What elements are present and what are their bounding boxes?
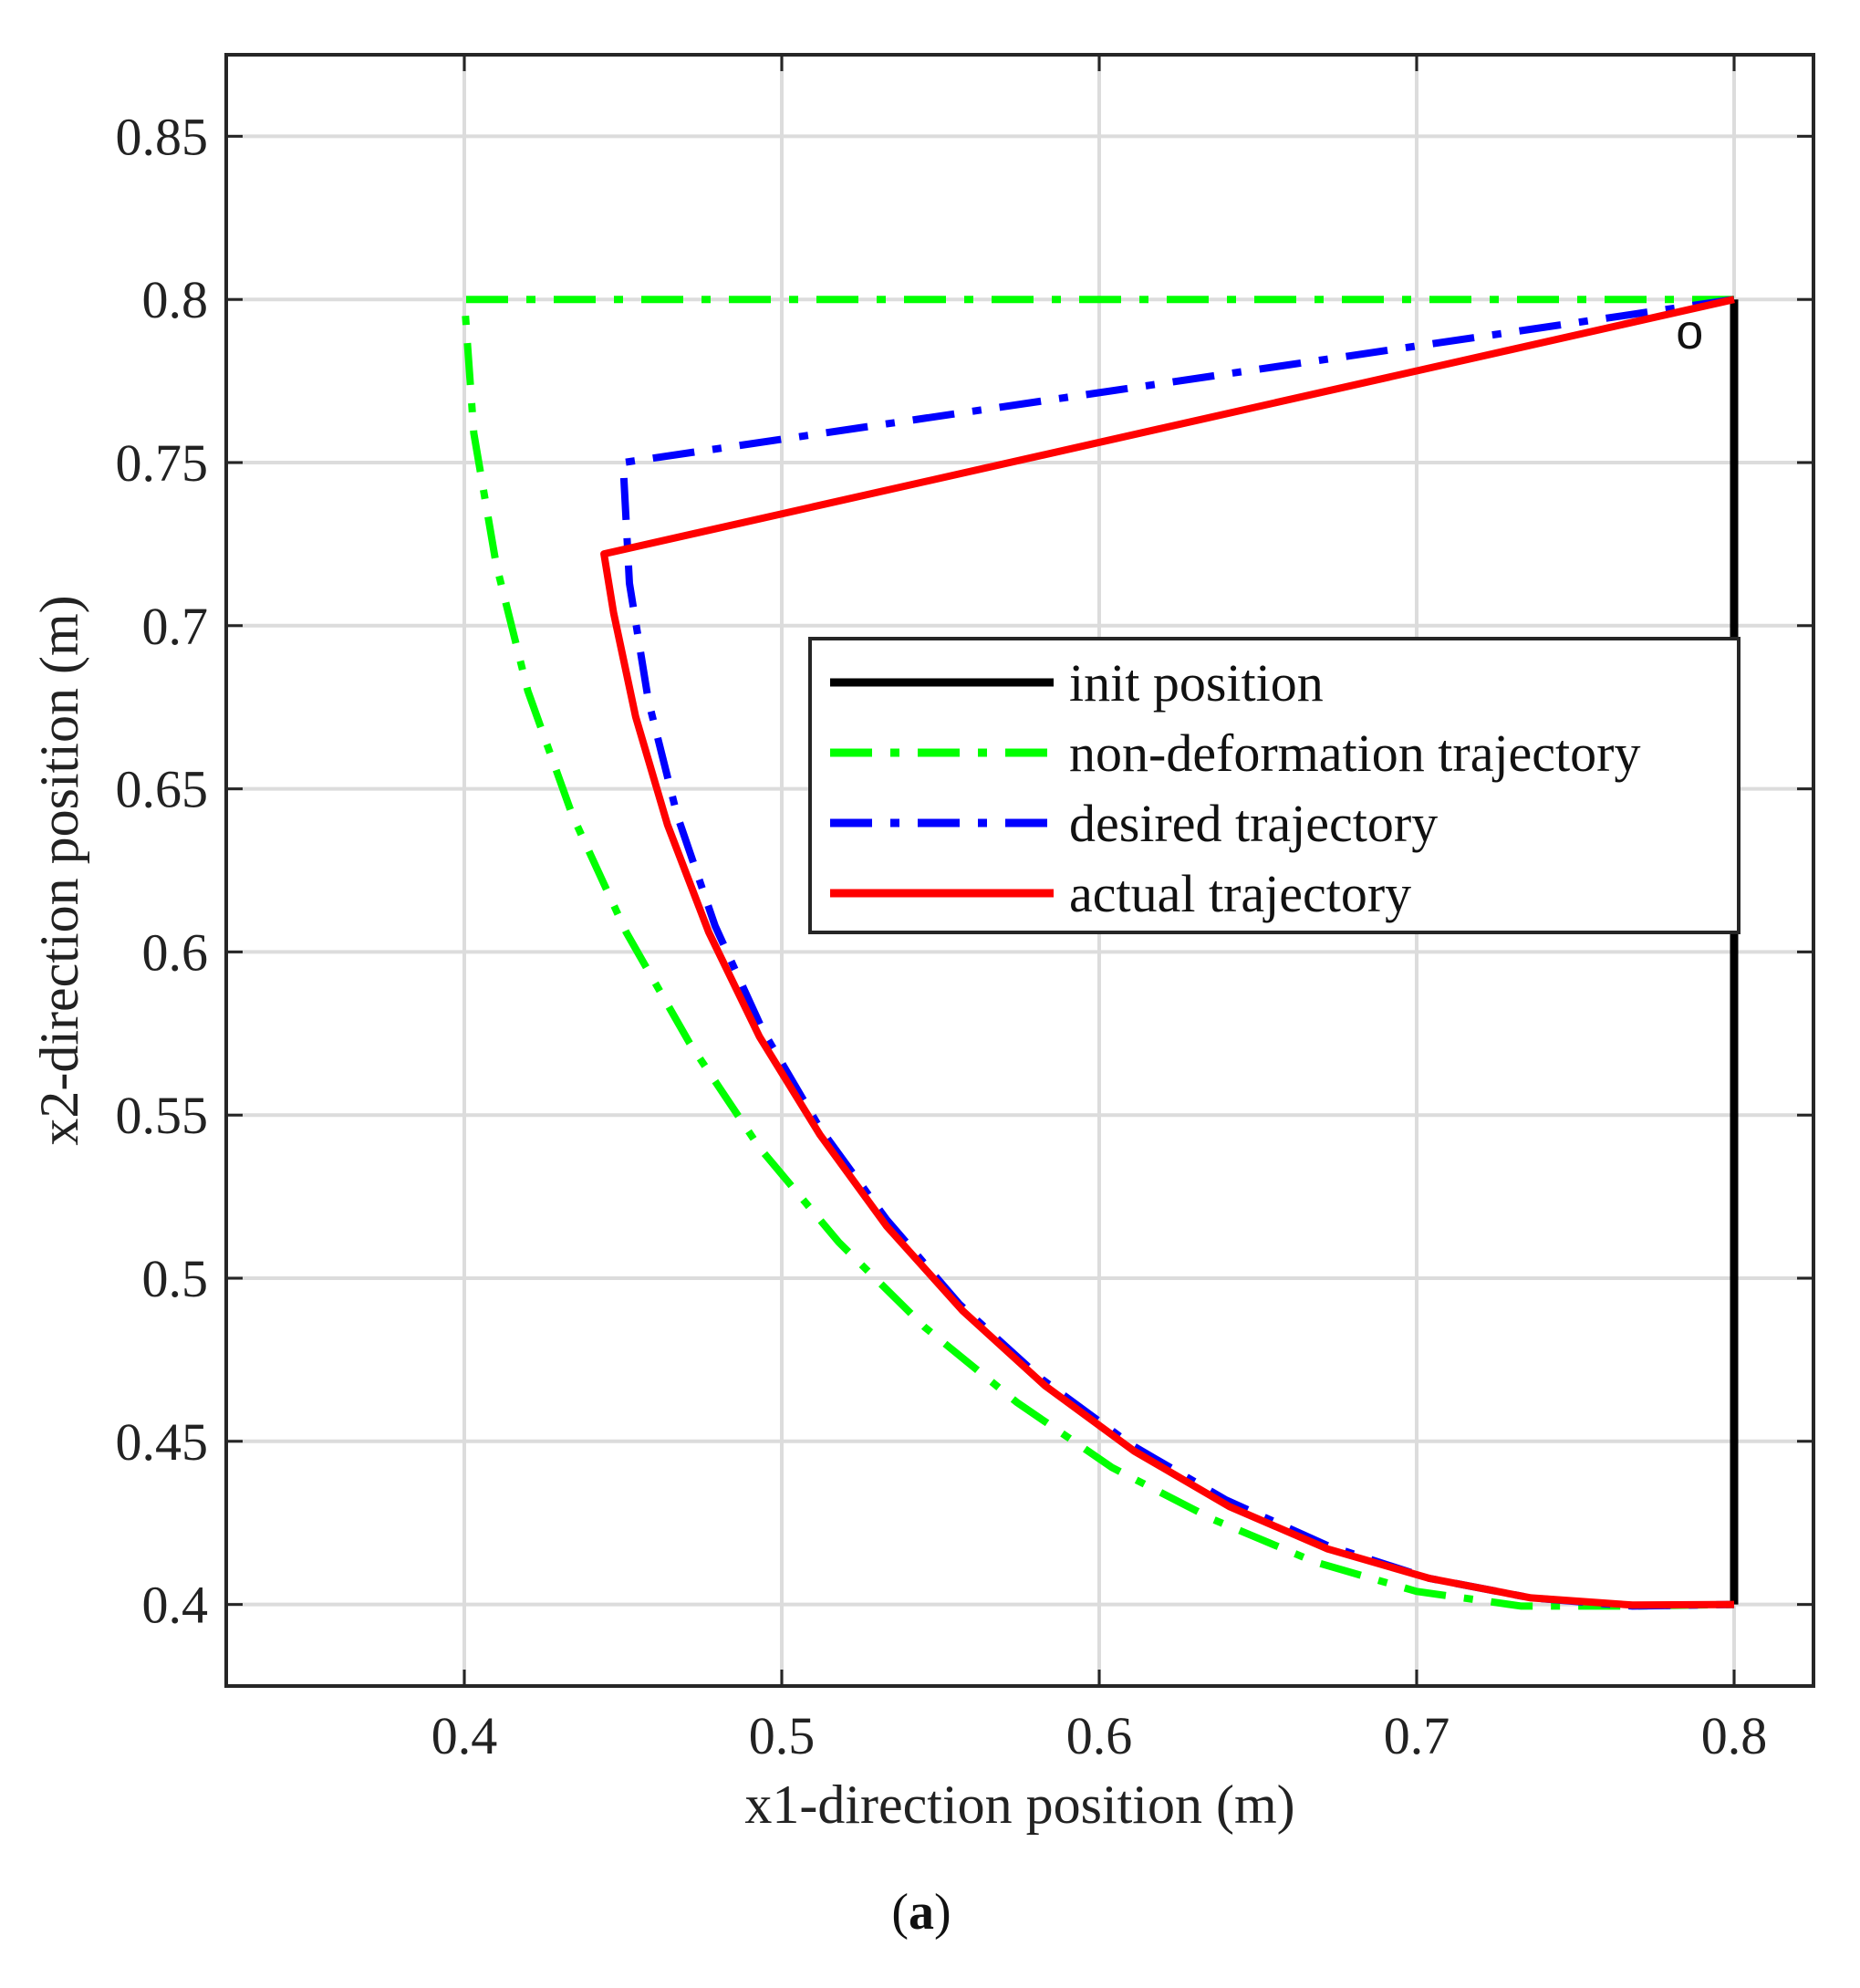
y-tick-label: 0.45 bbox=[116, 1412, 209, 1472]
legend-label: desired trajectory bbox=[1069, 794, 1438, 853]
y-tick-label: 0.85 bbox=[116, 107, 209, 166]
x-axis-label: x1-direction position (m) bbox=[744, 1775, 1294, 1835]
x-tick-label: 0.8 bbox=[1701, 1706, 1768, 1765]
y-tick-label: 0.4 bbox=[142, 1576, 209, 1635]
y-tick-label: 0.6 bbox=[142, 922, 209, 982]
x-tick-label: 0.6 bbox=[1066, 1706, 1133, 1765]
axis-ticks: 0.4 0.5 0.6 0.7 0.8 0.4 0.45 0.5 0.55 0.6 0.65 0.7 0… bbox=[116, 55, 1813, 1765]
x-tick-label: 0.4 bbox=[431, 1706, 498, 1765]
origin-marker-label: o bbox=[1676, 305, 1703, 359]
y-tick-label: 0.55 bbox=[116, 1086, 209, 1145]
caption-close-paren: ) bbox=[934, 1884, 951, 1941]
legend-box bbox=[808, 637, 1741, 934]
y-tick-label: 0.8 bbox=[142, 270, 209, 329]
figure-caption: (a) bbox=[891, 1884, 951, 1941]
x-tick-label: 0.7 bbox=[1384, 1706, 1450, 1765]
y-tick-label: 0.65 bbox=[116, 760, 209, 819]
series-non-deformation-trajectory-line bbox=[461, 296, 1735, 1610]
y-tick-label: 0.5 bbox=[142, 1249, 209, 1308]
legend-label: init position bbox=[1069, 653, 1324, 713]
y-axis-label: x2-direction position (m) bbox=[29, 595, 89, 1145]
caption-open-paren: ( bbox=[891, 1884, 909, 1941]
axes-frame bbox=[224, 53, 1815, 1688]
y-tick-label: 0.7 bbox=[142, 597, 209, 656]
legend: init position non-deformation trajectory d… bbox=[808, 637, 1741, 934]
y-tick-label: 0.75 bbox=[116, 433, 209, 493]
legend-label: non-deformation trajectory bbox=[1069, 723, 1640, 783]
legend-label: actual trajectory bbox=[1069, 864, 1411, 923]
caption-letter: a bbox=[909, 1884, 934, 1941]
x-tick-label: 0.5 bbox=[749, 1706, 816, 1765]
plot-series bbox=[461, 296, 1739, 1610]
legend-entries: init position non-deformation trajectory d… bbox=[830, 653, 1640, 923]
series-actual-trajectory-line bbox=[600, 296, 1735, 1609]
